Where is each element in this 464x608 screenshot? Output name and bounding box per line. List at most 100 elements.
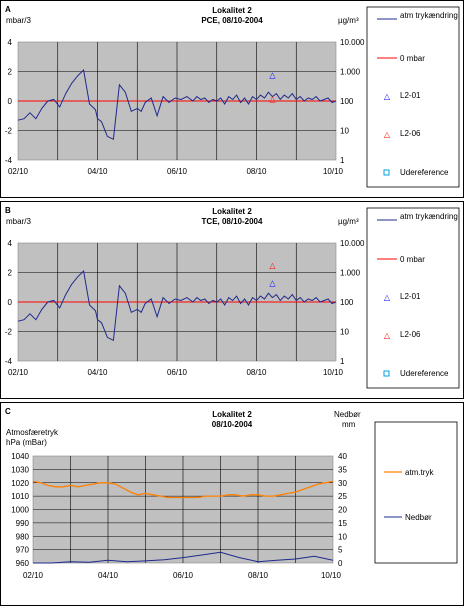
right-tick-label: 0 xyxy=(338,559,343,568)
legend-label: L2-01 xyxy=(400,292,421,301)
legend-box xyxy=(366,207,460,389)
sample-markers: △△ xyxy=(269,261,276,288)
left-y-ticks: 4 2 0 -2 -4 xyxy=(5,38,13,165)
chart-title: Lokalitet 2 xyxy=(212,6,252,15)
left-tick-label: -2 xyxy=(5,127,13,136)
square-icon xyxy=(383,169,390,176)
legend-label: atm trykændring xyxy=(400,212,458,221)
legend-label: atm.tryk xyxy=(405,468,434,477)
legend-label: atm trykændring xyxy=(400,11,458,20)
panel-letter: A xyxy=(5,5,11,14)
right-y-ticks: 10.000 1.000 100 10 1 xyxy=(340,38,365,165)
grid-lines xyxy=(33,456,333,563)
left-tick-label: 2 xyxy=(8,269,13,278)
legend-box xyxy=(366,6,460,188)
left-tick-label: 1010 xyxy=(11,492,29,501)
left-tick-label: 1040 xyxy=(11,452,29,461)
x-ticks: 02/10 04/10 06/10 08/10 10/10 xyxy=(8,167,344,176)
right-tick-label: 1.000 xyxy=(340,269,361,278)
x-tick-label: 02/10 xyxy=(8,368,29,377)
left-axis-label: Atmosfæretryk xyxy=(6,428,59,437)
x-tick-label: 10/10 xyxy=(321,571,342,580)
chart-panel-a: A mbar/3 Lokalitet 2 PCE, 08/10-2004 µg/… xyxy=(0,0,464,198)
x-tick-label: 08/10 xyxy=(246,368,267,377)
chart-title: Lokalitet 2 xyxy=(212,207,252,216)
right-tick-label: 10.000 xyxy=(340,38,365,47)
right-tick-label: 20 xyxy=(338,506,347,515)
x-tick-label: 04/10 xyxy=(87,167,108,176)
right-y-ticks: 10.000 1.000 100 10 1 xyxy=(340,239,365,366)
triangle-icon: △ xyxy=(269,70,276,79)
right-axis-unit: mm xyxy=(342,420,356,429)
left-tick-label: 1020 xyxy=(11,479,29,488)
legend-box xyxy=(374,421,458,564)
left-tick-label: 1000 xyxy=(11,506,29,515)
left-tick-label: 0 xyxy=(8,97,13,106)
right-tick-label: 35 xyxy=(338,465,347,474)
panel-letter: B xyxy=(5,206,11,215)
triangle-icon: △ xyxy=(384,293,391,302)
right-tick-label: 5 xyxy=(338,546,343,555)
left-tick-label: 0 xyxy=(8,298,13,307)
x-tick-label: 08/10 xyxy=(248,571,269,580)
legend-label: 0 mbar xyxy=(400,255,425,264)
chart-subtitle: 08/10-2004 xyxy=(212,420,253,429)
left-tick-label: -4 xyxy=(5,156,13,165)
left-y-ticks: 4 2 0 -2 -4 xyxy=(5,239,13,366)
right-tick-label: 100 xyxy=(340,298,354,307)
legend-label: L2-06 xyxy=(400,330,421,339)
right-tick-label: 15 xyxy=(338,519,347,528)
left-tick-label: 960 xyxy=(16,559,30,568)
right-tick-label: 25 xyxy=(338,492,347,501)
left-axis-label: mbar/3 xyxy=(6,217,31,226)
right-tick-label: 10 xyxy=(338,532,347,541)
left-tick-label: 990 xyxy=(16,519,30,528)
x-ticks: 02/10 04/10 06/10 08/10 10/10 xyxy=(8,368,344,377)
right-tick-label: 10 xyxy=(340,328,349,337)
chart-panel-b: B mbar/3 Lokalitet 2 TCE, 08/10-2004 µg/… xyxy=(0,201,464,399)
triangle-icon: △ xyxy=(269,279,276,288)
chart-subtitle: TCE, 08/10-2004 xyxy=(202,217,263,226)
chart-title: Lokalitet 2 xyxy=(212,410,252,419)
triangle-icon: △ xyxy=(269,95,276,104)
right-axis-label: Nedbør xyxy=(334,410,361,419)
left-tick-label: 4 xyxy=(8,38,13,47)
left-y-ticks: 1040 1030 1020 1010 1000 990 980 970 960 xyxy=(11,452,29,568)
x-tick-label: 10/10 xyxy=(323,368,344,377)
x-tick-label: 04/10 xyxy=(87,368,108,377)
right-tick-label: 1 xyxy=(340,357,345,366)
left-tick-label: 1030 xyxy=(11,465,29,474)
triangle-icon: △ xyxy=(384,130,391,139)
x-tick-label: 06/10 xyxy=(173,571,194,580)
right-tick-label: 1 xyxy=(340,156,345,165)
x-tick-label: 10/10 xyxy=(323,167,344,176)
right-y-ticks: 40 35 30 25 20 15 10 5 0 xyxy=(338,452,347,568)
panel-letter: C xyxy=(5,407,11,416)
sample-markers: △△ xyxy=(269,70,276,103)
left-axis-unit: hPa (mBar) xyxy=(6,438,47,447)
triangle-icon: △ xyxy=(269,261,276,270)
x-ticks: 02/10 04/10 06/10 08/10 10/10 xyxy=(23,571,342,580)
left-tick-label: -2 xyxy=(5,328,13,337)
x-tick-label: 08/10 xyxy=(246,167,267,176)
left-tick-label: 4 xyxy=(8,239,13,248)
right-tick-label: 100 xyxy=(340,97,354,106)
x-tick-label: 02/10 xyxy=(8,167,29,176)
legend-label: L2-06 xyxy=(400,129,421,138)
left-axis-label: mbar/3 xyxy=(6,16,31,25)
right-axis-label: µg/m³ xyxy=(338,217,359,226)
x-tick-label: 06/10 xyxy=(167,167,188,176)
left-tick-label: 980 xyxy=(16,532,30,541)
legend-label: L2-01 xyxy=(400,91,421,100)
pressure-change-line xyxy=(17,269,337,342)
x-tick-label: 02/10 xyxy=(23,571,44,580)
pressure-change-line xyxy=(17,68,337,141)
right-tick-label: 40 xyxy=(338,452,347,461)
legend-label: Udereference xyxy=(400,369,449,378)
left-tick-label: -4 xyxy=(5,357,13,366)
right-axis-label: µg/m³ xyxy=(338,16,359,25)
triangle-icon: △ xyxy=(384,331,391,340)
x-tick-label: 06/10 xyxy=(167,368,188,377)
right-tick-label: 10.000 xyxy=(340,239,365,248)
right-tick-label: 10 xyxy=(340,127,349,136)
